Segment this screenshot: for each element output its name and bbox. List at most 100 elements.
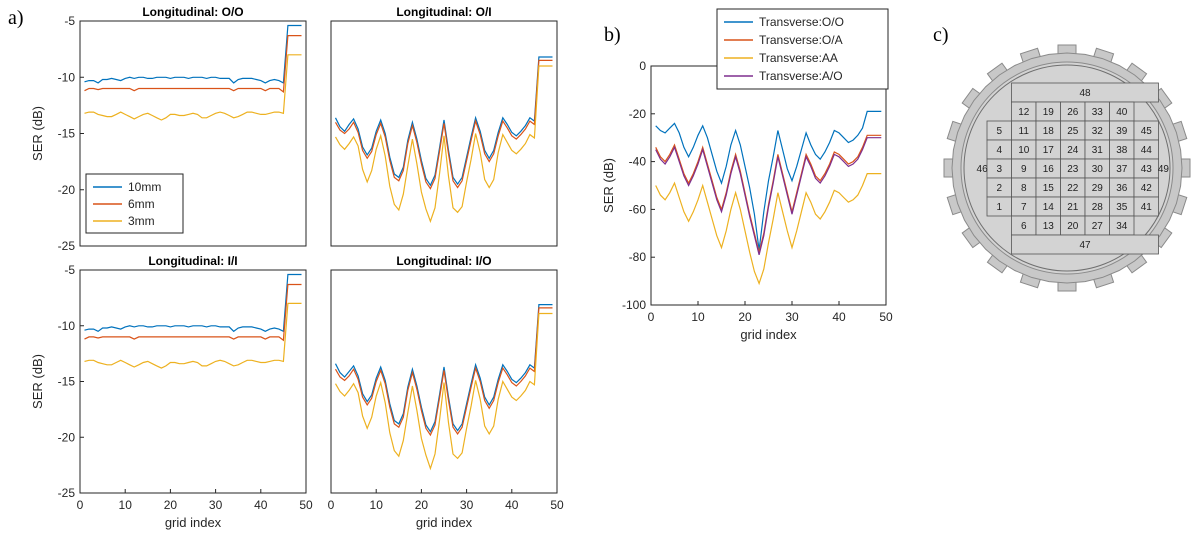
series-line-2 [334, 307, 553, 437]
axes-box [650, 65, 887, 306]
panel-label-b: b) [604, 24, 621, 46]
series-line-2 [84, 34, 302, 94]
x-tick-label: 40 [505, 498, 519, 512]
y-tick-label: -15 [58, 127, 76, 141]
grid-cell-label: 30 [1092, 164, 1104, 175]
grid-cell-label: 37 [1116, 164, 1128, 175]
series-line-3 [334, 65, 553, 224]
grid-cell-label: 18 [1043, 126, 1055, 137]
grid-cell-label: 35 [1116, 202, 1128, 213]
panel-label-c: c) [933, 24, 949, 46]
y-tick-label: -20 [58, 183, 76, 197]
x-tick-label: 50 [299, 498, 313, 512]
x-tick-label: 10 [119, 498, 133, 512]
y-tick-label: -5 [64, 14, 75, 28]
grid-cell-label: 32 [1092, 126, 1104, 137]
series-line-1 [655, 110, 882, 251]
x-tick-label: 20 [738, 310, 752, 324]
axes-box [79, 269, 307, 494]
axes-box [330, 20, 558, 247]
grid-cell-label: 41 [1141, 202, 1153, 213]
grid-cell-label: 44 [1141, 145, 1153, 156]
y-tick-label: -20 [58, 430, 76, 444]
grid-cell-label: 15 [1043, 183, 1055, 194]
grid-cell-label: 28 [1092, 202, 1104, 213]
legend-entry: Transverse:AA [759, 51, 838, 65]
chart-a4: Longitudinal: I/O 0 10 20 30 40 50 grid index [328, 254, 564, 530]
grid-cell-label: 36 [1116, 183, 1128, 194]
chart-title: Longitudinal: I/O [396, 254, 491, 268]
grid-cell-label: 40 [1116, 107, 1128, 118]
y-tick-label: -15 [58, 375, 76, 389]
x-tick-label: 20 [415, 498, 429, 512]
x-tick-label: 0 [648, 310, 655, 324]
x-tick-label: 10 [370, 498, 384, 512]
grid-cell-label: 47 [1079, 240, 1091, 251]
series-line-3 [334, 312, 553, 471]
grid-cell-label: 7 [1021, 202, 1027, 213]
grid-cell-label: 43 [1141, 164, 1153, 175]
legend: 10mm 6mm 3mm [85, 173, 184, 234]
grid-cell-label: 6 [1021, 221, 1027, 232]
series-line-1 [84, 273, 302, 333]
x-tick-label: 50 [879, 310, 893, 324]
grid-cell-label: 38 [1116, 145, 1128, 156]
grid-cell-label: 34 [1116, 221, 1128, 232]
x-tick-label: 20 [164, 498, 178, 512]
x-tick-label: 30 [785, 310, 799, 324]
series-line-1 [84, 24, 302, 84]
x-tick-label: 0 [328, 498, 335, 512]
series-line-3 [655, 173, 882, 286]
legend-entry: Transverse:O/A [759, 33, 843, 47]
grid-cell-label: 46 [977, 164, 989, 175]
grid-cell-label: 10 [1018, 145, 1030, 156]
x-axis-label: grid index [416, 515, 473, 530]
x-tick-label: 10 [691, 310, 705, 324]
grid-cell-label: 39 [1116, 126, 1128, 137]
series-line-3 [84, 54, 302, 121]
y-tick-label: -100 [622, 298, 646, 312]
series-line-1 [334, 304, 553, 433]
y-axis-label: SER (dB) [601, 158, 616, 213]
series-line-2 [84, 283, 302, 342]
grid-cell-label: 8 [1021, 183, 1027, 194]
plots-group: Longitudinal: O/O -5 -10 -15 -20 -25 SER (dB) 1… [30, 5, 893, 530]
grid-cell-label: 42 [1141, 183, 1153, 194]
chart-title: Longitudinal: I/I [148, 254, 237, 268]
x-tick-label: 40 [832, 310, 846, 324]
axes-box [330, 269, 558, 494]
grid-cell-label: 2 [996, 183, 1002, 194]
legend-entry: Transverse:A/O [759, 69, 843, 83]
series-line-3 [84, 302, 302, 369]
x-axis-label: grid index [740, 327, 797, 342]
y-tick-label: -60 [629, 202, 647, 216]
chart-title: Longitudinal: O/I [396, 5, 491, 19]
grid-cell-label: 9 [1021, 164, 1027, 175]
panel-label-a: a) [8, 7, 24, 29]
y-axis-label: SER (dB) [30, 106, 45, 161]
x-tick-label: 40 [254, 498, 268, 512]
y-tick-label: -25 [58, 486, 76, 500]
grid-cell-label: 45 [1141, 126, 1153, 137]
grid-cell-label: 12 [1018, 107, 1030, 118]
grid-cell-label: 33 [1092, 107, 1104, 118]
grid-cell-label: 14 [1043, 202, 1055, 213]
grid-cell-label: 26 [1067, 107, 1079, 118]
series-line-2 [334, 59, 553, 190]
y-tick-label: -10 [58, 70, 76, 84]
grid-cell-label: 13 [1043, 221, 1055, 232]
grid-cell-label: 1 [996, 202, 1002, 213]
grid-cell-label: 4 [996, 145, 1002, 156]
y-tick-label: -40 [629, 155, 647, 169]
grid-cell-label: 20 [1067, 221, 1079, 232]
grid-cell-label: 17 [1043, 145, 1055, 156]
inner-disc-edge [963, 64, 1171, 272]
grid-cell-label: 25 [1067, 126, 1079, 137]
grid-cell-label: 49 [1158, 164, 1170, 175]
grid-cell-label: 3 [996, 164, 1002, 175]
grid-cell-label: 21 [1067, 202, 1079, 213]
chart-title: Longitudinal: O/O [142, 5, 243, 19]
